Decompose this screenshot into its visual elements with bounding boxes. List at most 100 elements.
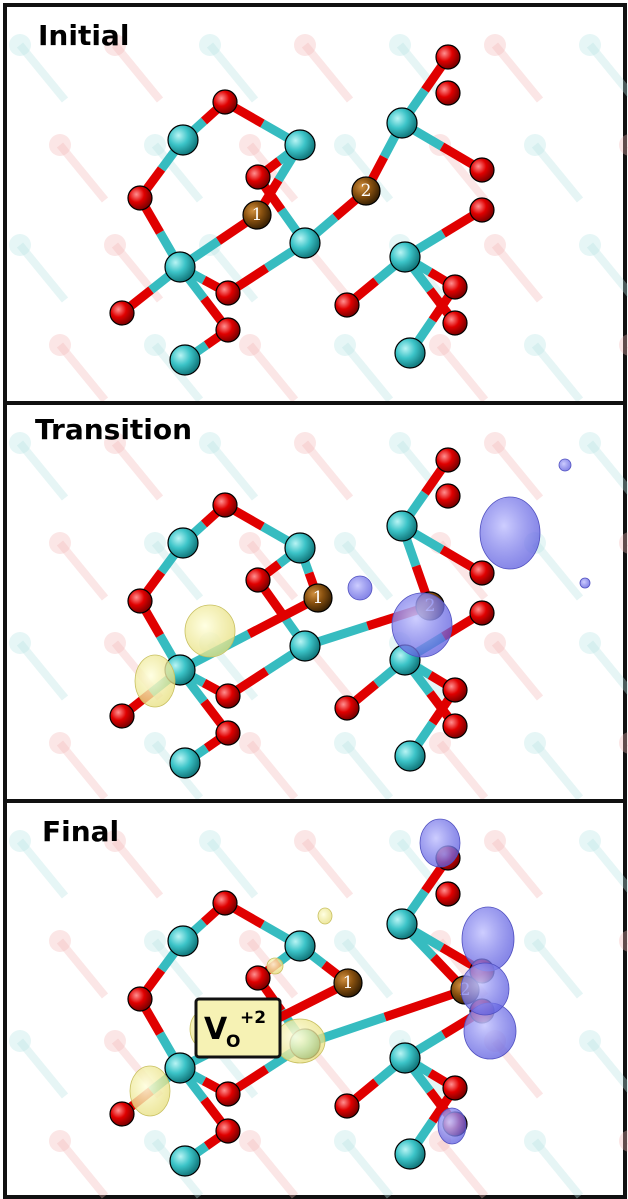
background-atom: [579, 830, 601, 852]
atom: [395, 741, 425, 771]
spin-density-blob: [462, 907, 514, 971]
background-atom: [49, 532, 71, 554]
atom: [443, 275, 467, 299]
background-atom: [49, 134, 71, 156]
atom-label: 2: [361, 181, 372, 201]
atom: [168, 125, 198, 155]
atom: [470, 561, 494, 585]
atom: [390, 1043, 420, 1073]
atom: [290, 228, 320, 258]
atom: [168, 926, 198, 956]
spin-density-blob: [348, 576, 372, 600]
atom: [128, 987, 152, 1011]
atom: [285, 130, 315, 160]
atom: [335, 696, 359, 720]
atom: [216, 281, 240, 305]
atom: [443, 714, 467, 738]
background-atom: [49, 732, 71, 754]
background-atom: [389, 34, 411, 56]
atom: [335, 293, 359, 317]
atom: [387, 511, 417, 541]
atom-label: 1: [343, 973, 354, 993]
spin-density-blob: [438, 1108, 466, 1144]
atom: [216, 1119, 240, 1143]
atom: [246, 966, 270, 990]
background-atom: [579, 1030, 601, 1052]
atom: [290, 631, 320, 661]
spin-density-blob: [420, 819, 460, 867]
atom: [216, 1082, 240, 1106]
atom: [395, 338, 425, 368]
panel-title: Final: [42, 815, 119, 848]
background-atom: [239, 532, 261, 554]
background-atom: [144, 532, 166, 554]
background-atom: [9, 830, 31, 852]
atom: [213, 891, 237, 915]
background-atom: [484, 34, 506, 56]
vacancy-subscript: O: [226, 1032, 240, 1052]
atom: [443, 1076, 467, 1100]
background-atom: [294, 34, 316, 56]
background-atom: [524, 930, 546, 952]
background-atom: [49, 930, 71, 952]
background-atom: [144, 732, 166, 754]
charge-density-blob: [130, 1066, 170, 1116]
atom: [216, 684, 240, 708]
atom: [170, 345, 200, 375]
panel-title: Initial: [38, 19, 129, 52]
atom: [443, 311, 467, 335]
vacancy-charge: +2: [240, 1008, 266, 1028]
background-atom: [334, 930, 356, 952]
atom: [436, 45, 460, 69]
background-atom: [104, 234, 126, 256]
background-atom: [334, 1130, 356, 1152]
background-atom: [334, 334, 356, 356]
atom: [387, 909, 417, 939]
spin-density-blob: [480, 497, 540, 569]
charge-density-blob: [135, 655, 175, 707]
background-atom: [294, 830, 316, 852]
spin-density-blob: [461, 963, 509, 1015]
atom-label: 1: [313, 588, 324, 608]
charge-density-blob: [185, 605, 235, 657]
atom: [165, 252, 195, 282]
atom: [436, 81, 460, 105]
spin-density-blob: [559, 459, 571, 471]
atom: [285, 931, 315, 961]
background-atom: [579, 34, 601, 56]
atom: [216, 721, 240, 745]
atom: [213, 493, 237, 517]
background-atom: [49, 1130, 71, 1152]
atom: [168, 528, 198, 558]
background-atom: [484, 234, 506, 256]
background-atom: [144, 930, 166, 952]
background-atom: [9, 1030, 31, 1052]
vacancy-label: VO+2: [196, 999, 280, 1057]
background-atom: [524, 1130, 546, 1152]
atom: [470, 601, 494, 625]
atom: [436, 882, 460, 906]
panel-title: Transition: [35, 413, 192, 446]
background-atom: [579, 234, 601, 256]
background-atom: [484, 830, 506, 852]
background-atom: [144, 334, 166, 356]
atom: [128, 589, 152, 613]
atom: [170, 1146, 200, 1176]
background-atom: [49, 334, 71, 356]
background-atom: [239, 334, 261, 356]
atom: [216, 318, 240, 342]
background-atom: [334, 134, 356, 156]
background-atom: [429, 334, 451, 356]
background-atom: [9, 632, 31, 654]
background-atom: [144, 134, 166, 156]
background-atom: [389, 830, 411, 852]
atom: [335, 1094, 359, 1118]
atom: [246, 165, 270, 189]
background-atom: [579, 632, 601, 654]
atom: [387, 108, 417, 138]
atom: [110, 1102, 134, 1126]
background-atom: [579, 432, 601, 454]
atom: [285, 533, 315, 563]
figure: 12Initial 12Transition 12Final VO+2: [0, 0, 628, 1199]
